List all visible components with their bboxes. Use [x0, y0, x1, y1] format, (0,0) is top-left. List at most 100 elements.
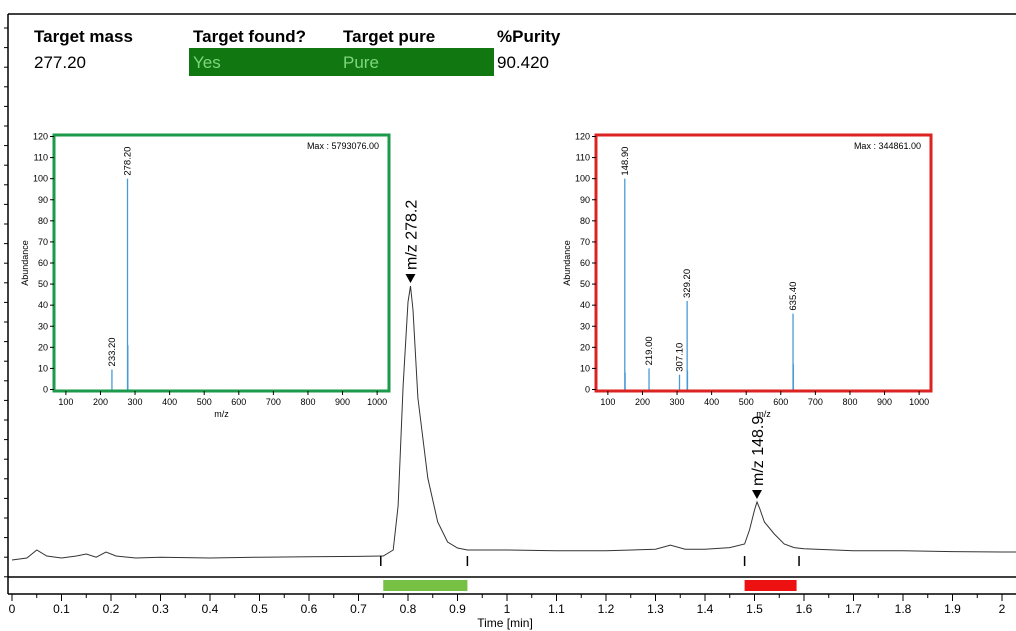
inset-y-tick-label: 10: [38, 363, 48, 373]
spectrum-target-inset: 0 10 20 30 40 50 60 70 80 90 100 110 120 100 200 300 400…: [20, 132, 391, 419]
spectrum-bar-label: 329.20: [682, 269, 693, 298]
peak-label-group: m/z 278.2: [403, 200, 420, 270]
spectrum-bar-label-group: 329.20: [682, 269, 693, 298]
inset-y-tick-label: 70: [38, 237, 48, 247]
inset-x-tick-label: 1000: [909, 397, 929, 407]
inset-x-tick-label: 600: [231, 397, 246, 407]
x-tick-label: 0.6: [301, 602, 318, 616]
spectrum-bar-label: 219.00: [644, 336, 655, 365]
inset-y-tick-label: 0: [585, 385, 590, 395]
spectrum-impurity-inset: 0 10 20 30 40 50 60 70 80 90 100 110 120 100 200 300 400…: [562, 132, 933, 419]
x-tick-label: 1.8: [895, 602, 912, 616]
inset-y-tick-label: 10: [580, 363, 590, 373]
x-tick-label: 1.7: [845, 602, 862, 616]
inset-x-tick-label: 500: [739, 397, 754, 407]
x-axis-title: Time [min]: [477, 616, 533, 630]
inset-x-tick-label: 100: [58, 397, 73, 407]
purity-value: 90.420: [497, 53, 549, 72]
inset-frame: [594, 133, 933, 393]
spectrum-bar-label: 635.40: [788, 282, 799, 311]
inset-y-axis-title: Abundance: [20, 240, 30, 286]
x-tick-label: 0.1: [53, 602, 70, 616]
x-tick-label: 1.5: [746, 602, 763, 616]
inset-y-tick-label: 90: [38, 195, 48, 205]
inset-y-axis-title-group: Abundance: [20, 240, 30, 286]
spectrum-bar-label: 233.20: [107, 337, 118, 366]
inset-x-axis-title: m/z: [756, 409, 771, 419]
inset-y-tick-label: 0: [43, 385, 48, 395]
x-tick-label: 0.9: [449, 602, 466, 616]
inset-x-tick-label: 400: [704, 397, 719, 407]
x-tick-label: 1.9: [944, 602, 961, 616]
x-tick-label: 0.3: [152, 602, 169, 616]
inset-y-tick-label: 40: [38, 300, 48, 310]
spectrum-bar-label-group: 278.20: [123, 147, 134, 176]
x-tick-label: 0.5: [251, 602, 268, 616]
inset-y-tick-label: 100: [33, 174, 48, 184]
inset-x-tick-label: 100: [600, 397, 615, 407]
inset-x-tick-label: 900: [877, 397, 892, 407]
x-tick-label: 1.3: [647, 602, 664, 616]
peak-label-group: m/z 148.9: [750, 416, 767, 486]
inset-y-tick-label: 30: [38, 321, 48, 331]
target-pure-value: Pure: [343, 53, 379, 72]
inset-x-axis-title: m/z: [214, 409, 229, 419]
spectrum-bar-label: 148.90: [620, 147, 631, 176]
x-tick-label: 0.2: [103, 602, 120, 616]
inset-x-tick-label: 200: [635, 397, 650, 407]
spectrum-bar-label-group: 307.10: [674, 343, 685, 372]
inset-x-tick-label: 800: [842, 397, 857, 407]
inset-max-text: Max : 344861.00: [854, 141, 921, 151]
inset-x-tick-label: 500: [197, 397, 212, 407]
inset-y-axis-title: Abundance: [562, 240, 572, 286]
x-tick-label: 1.2: [598, 602, 615, 616]
inset-y-tick-label: 100: [575, 174, 590, 184]
integration-bar: [383, 580, 468, 591]
inset-y-tick-label: 80: [580, 216, 590, 226]
target-mass-header: Target mass: [34, 27, 133, 46]
inset-x-tick-label: 400: [162, 397, 177, 407]
inset-y-tick-label: 60: [38, 258, 48, 268]
inset-y-tick-label: 120: [33, 132, 48, 142]
spectrum-bar-label-group: 219.00: [644, 336, 655, 365]
inset-y-tick-label: 110: [34, 153, 48, 163]
inset-y-tick-label: 50: [580, 279, 590, 289]
inset-x-tick-label: 1000: [367, 397, 387, 407]
inset-max-text: Max : 5793076.00: [307, 141, 379, 151]
inset-y-tick-label: 90: [580, 195, 590, 205]
inset-y-tick-label: 60: [580, 258, 590, 268]
inset-y-tick-label: 110: [576, 153, 590, 163]
integration-bar: [744, 580, 797, 591]
spectrum-bar-label: 307.10: [674, 343, 685, 372]
inset-y-tick-label: 80: [38, 216, 48, 226]
inset-y-tick-label: 30: [580, 321, 590, 331]
target-mass-value: 277.20: [34, 53, 86, 72]
inset-x-tick-label: 600: [773, 397, 788, 407]
x-tick-label: 0.7: [350, 602, 367, 616]
x-tick-label: 0.4: [202, 602, 219, 616]
inset-y-tick-label: 40: [580, 300, 590, 310]
x-tick-label: 1: [504, 602, 511, 616]
target-found-header: Target found?: [193, 27, 306, 46]
x-tick-label: 2: [999, 602, 1006, 616]
inset-y-axis-title-group: Abundance: [562, 240, 572, 286]
spectrum-bar-label-group: 233.20: [107, 337, 118, 366]
x-tick-label: 1.6: [796, 602, 813, 616]
inset-y-tick-label: 50: [38, 279, 48, 289]
peak-label: m/z 278.2: [403, 200, 420, 270]
target-pure-header: Target pure: [343, 27, 436, 46]
inset-frame: [52, 133, 391, 393]
x-tick-label: 1.4: [697, 602, 714, 616]
inset-x-tick-label: 800: [300, 397, 315, 407]
inset-y-tick-label: 120: [575, 132, 590, 142]
chromatogram-trace: [11, 285, 1016, 561]
peak-label: m/z 148.9: [750, 416, 767, 486]
x-tick-label: 1.1: [548, 602, 565, 616]
spectrum-bar-label-group: 148.90: [620, 147, 631, 176]
peak-marker-triangle: [751, 490, 762, 499]
inset-x-tick-label: 200: [93, 397, 108, 407]
inset-x-tick-label: 900: [335, 397, 350, 407]
x-tick-label: 0: [9, 602, 16, 616]
inset-y-tick-label: 70: [580, 237, 590, 247]
